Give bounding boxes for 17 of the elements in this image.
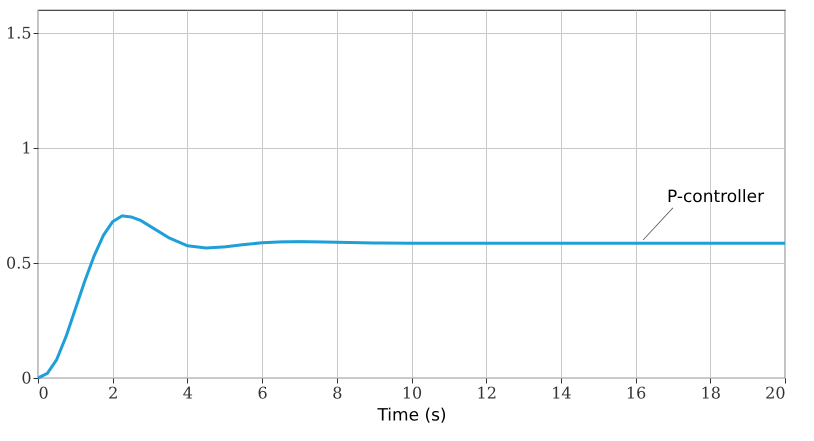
- x-tick-label: 20: [765, 384, 786, 402]
- y-tick-label: 0.5: [6, 254, 32, 272]
- x-tick-label: 8: [332, 384, 342, 402]
- y-tick-label: 1: [21, 138, 32, 158]
- x-tick-label: 4: [182, 384, 193, 402]
- x-axis-title: Time (s): [376, 406, 447, 426]
- x-tick-label: 0: [38, 384, 49, 402]
- y-tick-label: 1.5: [6, 24, 32, 42]
- x-tick-label: 16: [626, 384, 646, 402]
- annotation: P-controller: [666, 186, 764, 207]
- y-tick-label: 0: [21, 368, 32, 388]
- x-tick-label: 2: [108, 384, 118, 402]
- x-tick-label: 14: [551, 384, 572, 402]
- x-tick-label: 18: [700, 384, 721, 402]
- x-tick-label: 10: [402, 384, 422, 402]
- x-tick-label: 12: [476, 384, 497, 402]
- x-tick-label: 6: [258, 384, 268, 402]
